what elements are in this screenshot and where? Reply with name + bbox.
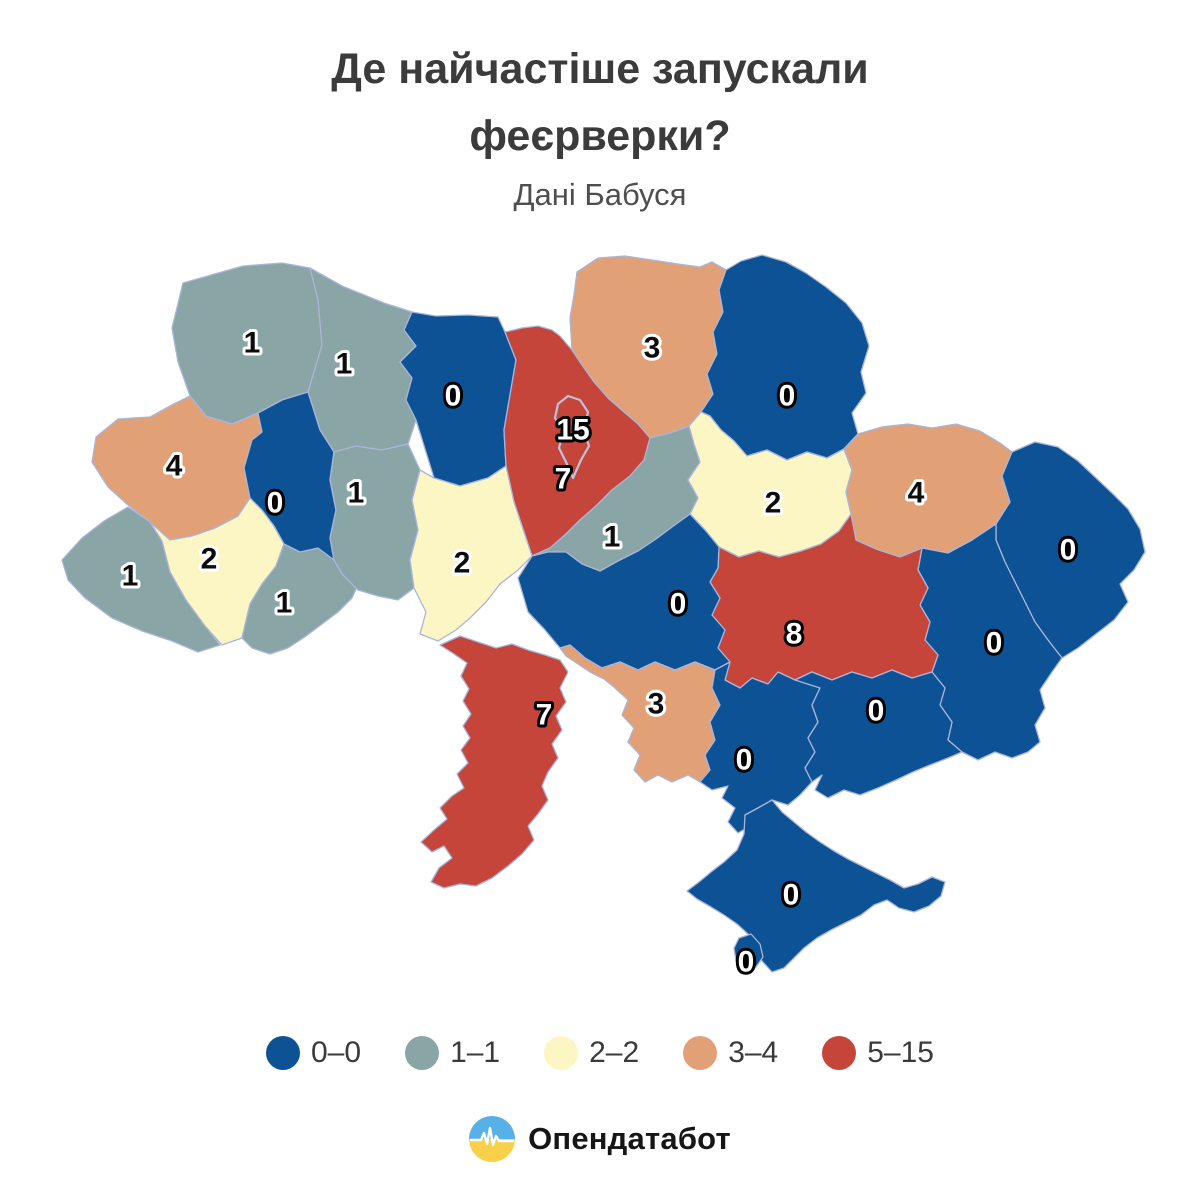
region-value-label-chernivtsi: 1 [276, 587, 293, 620]
region-value-label-dnipropetrovsk: 8 [786, 618, 803, 651]
region-rivne [307, 267, 417, 453]
logo-blue-half [469, 1116, 516, 1139]
region-kyiv-city [553, 394, 591, 480]
region-kherson [699, 661, 821, 834]
logo-yellow-half [469, 1139, 516, 1162]
legend-item: 0–0 [266, 1036, 361, 1070]
region-value-label-vinnytsia: 2 [454, 547, 471, 580]
region-value-label-sevastopol: 0 [738, 946, 755, 979]
region-value-label-odesa: 7 [536, 699, 553, 732]
region-value-label-kyiv-city: 15 [556, 414, 589, 447]
legend-label: 3–4 [728, 1036, 779, 1069]
legend-label: 2–2 [589, 1036, 640, 1069]
region-sumy [700, 254, 870, 461]
region-chernivtsi [241, 543, 361, 655]
legend-item: 5–15 [822, 1036, 934, 1070]
legend: 0–0 1–1 2–2 3–4 5–15 [0, 1036, 1200, 1070]
legend-swatch-5-15-icon [822, 1036, 857, 1070]
region-value-label-lviv: 4 [166, 450, 183, 483]
legend-item: 1–1 [405, 1036, 500, 1070]
region-value-label-luhansk: 0 [1060, 534, 1077, 567]
legend-swatch-2-2-icon [544, 1036, 579, 1070]
region-value-label-kirovohrad: 0 [670, 588, 687, 621]
region-value-label-kharkiv: 4 [908, 477, 925, 510]
region-value-label-rivne: 1 [336, 348, 353, 381]
page-subtitle: Дані Бабуся [513, 177, 687, 213]
region-value-label-poltava: 2 [765, 487, 782, 520]
region-value-label-volyn: 1 [244, 327, 261, 360]
region-value-label-crimea: 0 [783, 879, 800, 912]
brand-name: Опендатабот [528, 1121, 731, 1156]
region-zaporizhzhia [794, 669, 963, 799]
region-value-label-ivano-frankivsk: 2 [201, 543, 218, 576]
opendatabot-logo-icon [469, 1116, 516, 1162]
region-value-label-cherkasy: 1 [604, 521, 621, 554]
region-value-label-ternopil: 0 [267, 487, 284, 520]
legend-label: 5–15 [867, 1036, 934, 1069]
region-khmelnytskyi [329, 443, 421, 601]
page-title: Де найчастіше запускали феєрверки? [331, 45, 869, 160]
legend-swatch-0-0-icon [266, 1036, 300, 1070]
region-value-label-zaporizhzhia: 0 [868, 695, 885, 728]
legend-label: 1–1 [450, 1036, 501, 1069]
region-value-label-donetsk: 0 [986, 627, 1003, 660]
legend-swatch-3-4-icon [683, 1036, 718, 1070]
legend-item: 2–2 [544, 1036, 639, 1070]
region-odesa [420, 635, 569, 889]
region-value-label-kyiv-oblast: 7 [555, 463, 572, 496]
region-crimea [686, 799, 946, 973]
region-value-label-chernihiv: 3 [644, 332, 661, 365]
region-value-label-kherson: 0 [736, 744, 753, 777]
region-value-label-sumy: 0 [779, 380, 796, 413]
header: Де найчастіше запускали феєрверки? Дані … [0, 36, 1200, 213]
footer: Опендатабот [0, 1116, 1200, 1162]
region-value-label-mykolaiv: 3 [648, 688, 665, 721]
legend-label: 0–0 [311, 1036, 362, 1069]
legend-swatch-1-1-icon [405, 1036, 440, 1070]
region-value-label-khmelnytskyi: 1 [348, 477, 365, 510]
region-value-label-zhytomyr: 0 [445, 380, 462, 413]
logo-pulse-line [469, 1126, 515, 1147]
region-sevastopol [733, 933, 764, 972]
legend-item: 3–4 [683, 1036, 778, 1070]
region-vinnytsia [409, 465, 533, 642]
region-value-label-zakarpattia: 1 [122, 560, 139, 593]
